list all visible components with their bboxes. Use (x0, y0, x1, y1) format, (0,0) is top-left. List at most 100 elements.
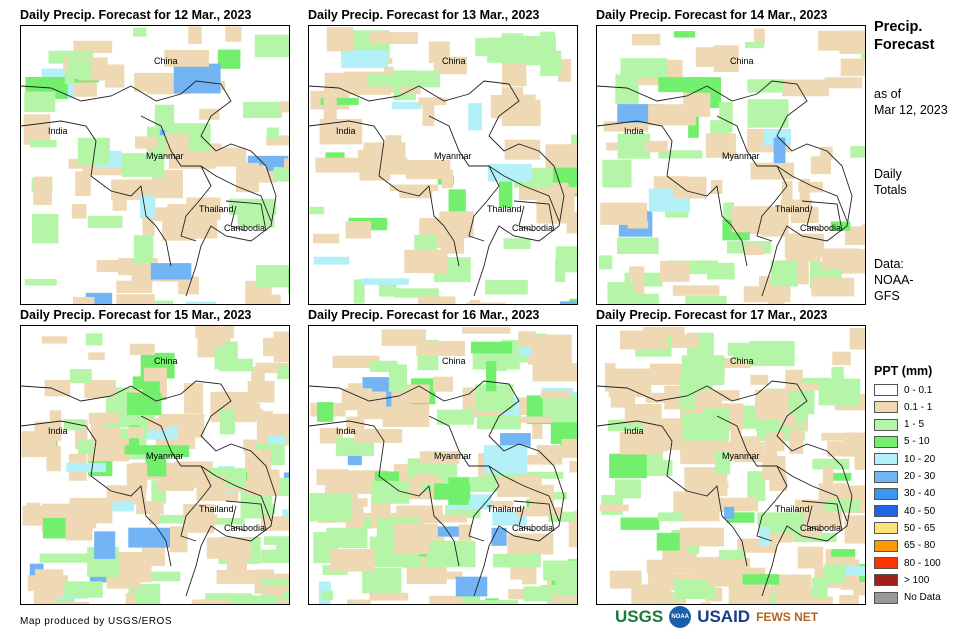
logo-fews-net: FEWS NET (756, 610, 819, 624)
precip-cell (619, 431, 663, 455)
precip-cell (164, 49, 209, 67)
precip-cell (561, 438, 577, 457)
panel-title: Daily Precip. Forecast for 12 Mar., 2023 (20, 8, 252, 22)
legend-label: 0.1 - 1 (904, 401, 933, 413)
precip-cell (448, 189, 466, 214)
precip-cell (540, 50, 562, 76)
precip-cell (672, 285, 720, 296)
precip-cell (125, 592, 136, 604)
precip-cell (134, 136, 158, 149)
precip-cell (188, 26, 202, 44)
precip-cell (417, 296, 456, 304)
precip-cell (226, 556, 248, 574)
precip-cell (781, 180, 793, 204)
precip-cell (170, 212, 218, 239)
legend-title: PPT (mm) (874, 364, 933, 378)
precip-cell (401, 556, 422, 568)
precip-cell (844, 226, 865, 246)
precip-cell (23, 114, 51, 145)
precip-cell (275, 600, 289, 604)
precip-cell (359, 165, 391, 181)
country-borders (21, 80, 277, 297)
precip-cell (414, 234, 437, 254)
precip-cell (128, 583, 161, 604)
precip-cell (647, 440, 686, 451)
precip-cell (217, 49, 241, 69)
precip-cell (87, 215, 123, 228)
precip-cell (761, 210, 779, 237)
precip-cell (469, 600, 519, 604)
precip-cell (178, 276, 199, 295)
precip-cell (603, 121, 649, 132)
precip-cell (31, 213, 59, 244)
precip-cell (158, 514, 201, 524)
precip-cell (416, 340, 466, 356)
precip-cell (313, 256, 350, 265)
legend-item: 40 - 50 (874, 504, 935, 518)
side-text-asof2: Mar 12, 2023 (874, 103, 948, 117)
precip-cell (260, 516, 289, 531)
precip-cell (736, 436, 760, 461)
precip-cell (812, 577, 828, 599)
precip-cell (191, 599, 231, 604)
precip-cell (674, 579, 715, 600)
panel-title: Daily Precip. Forecast for 15 Mar., 2023 (20, 308, 252, 322)
precip-cell (422, 101, 435, 127)
precip-cell (571, 134, 577, 151)
country-label-china: China (442, 356, 466, 366)
precip-cell (785, 369, 803, 392)
precip-cell (559, 301, 577, 304)
side-text-asof1: as of (874, 87, 902, 101)
precip-cell (486, 361, 497, 392)
precip-cell (617, 133, 651, 159)
precip-cell (84, 379, 116, 398)
side-text-data3: GFS (874, 289, 900, 303)
precip-cell (388, 364, 408, 392)
legend-item: > 100 (874, 573, 929, 587)
precip-cell (266, 135, 289, 146)
map-credit: Map produced by USGS/EROS (20, 616, 173, 627)
precip-cell (462, 327, 511, 334)
precip-cell (660, 260, 690, 282)
precip-cell (209, 476, 227, 497)
precip-cell (476, 415, 521, 430)
country-label-cambodia: Cambodia (224, 223, 266, 233)
panel-title: Daily Precip. Forecast for 17 Mar., 2023 (596, 308, 828, 322)
precip-cell (759, 526, 770, 546)
precip-cell (509, 94, 536, 106)
precip-cell (320, 97, 359, 105)
precip-cell (326, 527, 368, 549)
precip-cell (822, 472, 852, 481)
precip-cell (503, 238, 531, 249)
precip-cell (574, 510, 577, 528)
precip-cell (785, 246, 821, 262)
precip-cell (683, 92, 711, 117)
precip-cell (468, 103, 482, 131)
precip-cell (668, 333, 699, 348)
precip-cell (326, 27, 354, 52)
precip-cell (673, 176, 707, 199)
precip-cell (347, 599, 371, 604)
logo-usgs: USGS (615, 607, 664, 626)
precip-cell (529, 484, 555, 509)
precip-cell (536, 193, 575, 224)
precip-cell (523, 586, 554, 602)
precip-cell (572, 255, 577, 268)
precip-cell (750, 374, 768, 385)
precip-cell (219, 410, 236, 435)
precip-cell (288, 496, 289, 514)
precip-cell (266, 127, 279, 140)
forecast-map-panel: China India Myanmar Thailand Cambodia (596, 25, 866, 305)
precip-cell (78, 440, 94, 455)
precip-cell (419, 451, 460, 465)
precip-cell (733, 343, 758, 362)
precip-cell (309, 492, 353, 522)
precip-cell (247, 380, 275, 403)
precip-cell (458, 524, 472, 541)
precip-cell (394, 523, 430, 555)
precip-cell (609, 570, 642, 589)
precip-cell (598, 255, 613, 270)
legend-label: 30 - 40 (904, 488, 936, 500)
legend-label: 10 - 20 (904, 453, 936, 465)
